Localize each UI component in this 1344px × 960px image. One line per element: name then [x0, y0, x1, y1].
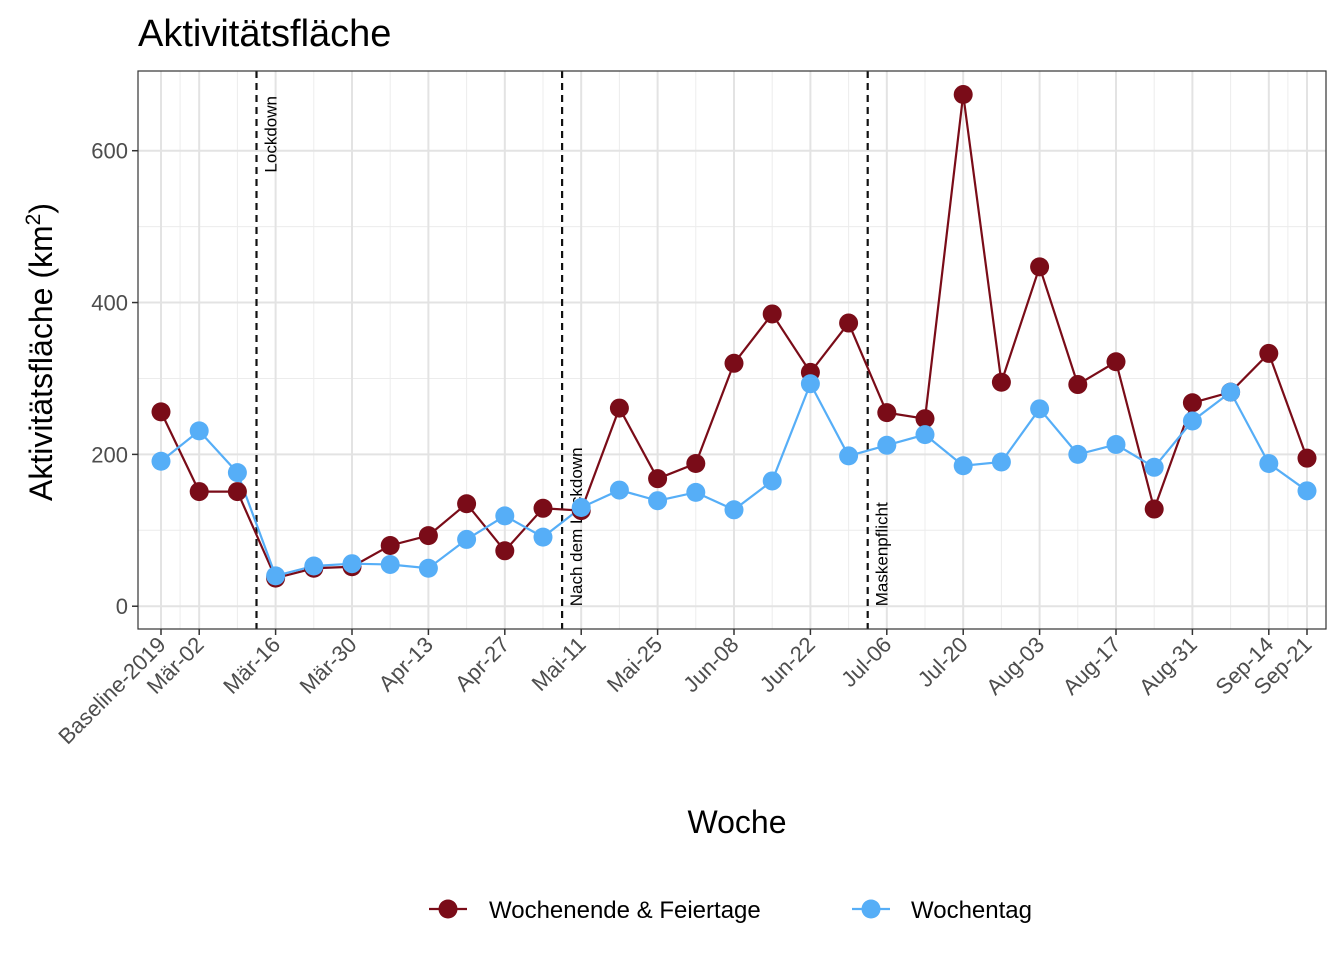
data-point	[380, 535, 400, 555]
data-point	[915, 409, 935, 429]
y-tick-label: 600	[91, 139, 128, 164]
data-point	[877, 435, 897, 455]
panel-border	[137, 70, 1327, 630]
x-tick-label: Jul-20	[913, 632, 973, 692]
data-point	[1182, 393, 1202, 413]
vline-label-1: Nach dem Lockdown	[567, 447, 586, 606]
data-point	[304, 556, 324, 576]
data-point	[342, 554, 362, 574]
x-tick-label: Jul-06	[836, 632, 896, 692]
y-axis-title-close: )	[23, 203, 59, 214]
data-point	[1221, 382, 1241, 402]
data-point	[457, 529, 477, 549]
data-point	[648, 491, 668, 511]
x-tick-label: Mär-30	[295, 632, 362, 699]
legend-label-0: Wochenende & Feiertage	[489, 897, 761, 924]
data-point	[915, 425, 935, 445]
data-point	[533, 498, 553, 518]
x-tick-label: Jun-22	[755, 632, 820, 697]
vertical-markers: Lockdown Nach dem Lockdown Maskenpflicht	[255, 71, 892, 629]
legend: Wochenende & Feiertage Wochentag	[429, 897, 1032, 924]
data-point	[1106, 435, 1126, 455]
data-point	[1182, 411, 1202, 431]
data-point	[495, 506, 515, 526]
chart-title: Aktivitätsfläche	[138, 13, 391, 55]
data-point	[189, 421, 209, 441]
legend-marker-1	[861, 899, 881, 919]
data-point	[1068, 444, 1088, 464]
data-point	[533, 527, 553, 547]
data-point	[418, 558, 438, 578]
y-axis-title-superscript: 2	[22, 214, 45, 226]
data-point	[609, 480, 629, 500]
data-point	[839, 313, 859, 333]
x-tick-label: Aug-17	[1058, 632, 1126, 700]
y-axis-title-main: Aktivitätsfläche (km	[23, 225, 59, 501]
data-point	[724, 500, 744, 520]
data-point	[762, 304, 782, 324]
x-axis-title: Woche	[687, 804, 786, 840]
data-point	[227, 463, 247, 483]
x-tick-label: Apr-13	[374, 632, 438, 696]
data-point	[991, 372, 1011, 392]
data-point	[380, 554, 400, 574]
data-point	[839, 446, 859, 466]
data-point	[800, 374, 820, 394]
grid	[138, 71, 1326, 629]
data-point	[1068, 375, 1088, 395]
data-point	[418, 526, 438, 546]
data-point	[1259, 343, 1279, 363]
data-point	[953, 456, 973, 476]
vline-label-2: Maskenpflicht	[873, 502, 892, 606]
y-axis-title: Aktivitätsfläche (km2)	[22, 203, 59, 501]
data-point	[762, 471, 782, 491]
x-tick-label: Mär-16	[218, 632, 285, 699]
data-point	[1144, 457, 1164, 477]
data-point	[648, 469, 668, 489]
data-point	[1106, 352, 1126, 372]
data-point	[1144, 499, 1164, 519]
y-tick-label: 0	[116, 594, 128, 619]
data-point	[151, 451, 171, 471]
series-group	[151, 85, 1317, 588]
y-axis: 0 200 400 600	[91, 139, 138, 619]
legend-marker-0	[438, 899, 458, 919]
data-point	[266, 566, 286, 586]
data-point	[1030, 257, 1050, 277]
data-point	[1259, 453, 1279, 473]
data-point	[457, 494, 477, 514]
x-tick-label: Jun-08	[678, 632, 743, 697]
data-point	[571, 498, 591, 518]
x-tick-label: Mai-25	[602, 632, 667, 697]
data-point	[686, 482, 706, 502]
data-point	[495, 541, 515, 561]
data-point	[991, 452, 1011, 472]
data-point	[1030, 399, 1050, 419]
x-tick-label: Aug-31	[1134, 632, 1202, 700]
legend-label-1: Wochentag	[911, 897, 1032, 924]
data-point	[1297, 481, 1317, 501]
y-tick-label: 200	[91, 442, 128, 467]
data-point	[227, 482, 247, 502]
data-point	[151, 402, 171, 422]
data-point	[609, 398, 629, 418]
x-tick-label: Apr-27	[450, 632, 514, 696]
x-tick-label: Aug-03	[981, 632, 1049, 700]
y-tick-label: 400	[91, 291, 128, 316]
data-point	[189, 482, 209, 502]
data-point	[953, 85, 973, 105]
vline-label-0: Lockdown	[262, 96, 281, 173]
panel-background	[138, 71, 1326, 629]
data-point	[877, 403, 897, 423]
data-point	[1297, 448, 1317, 468]
data-point	[724, 353, 744, 373]
data-point	[686, 453, 706, 473]
x-tick-label: Mai-11	[527, 632, 591, 696]
